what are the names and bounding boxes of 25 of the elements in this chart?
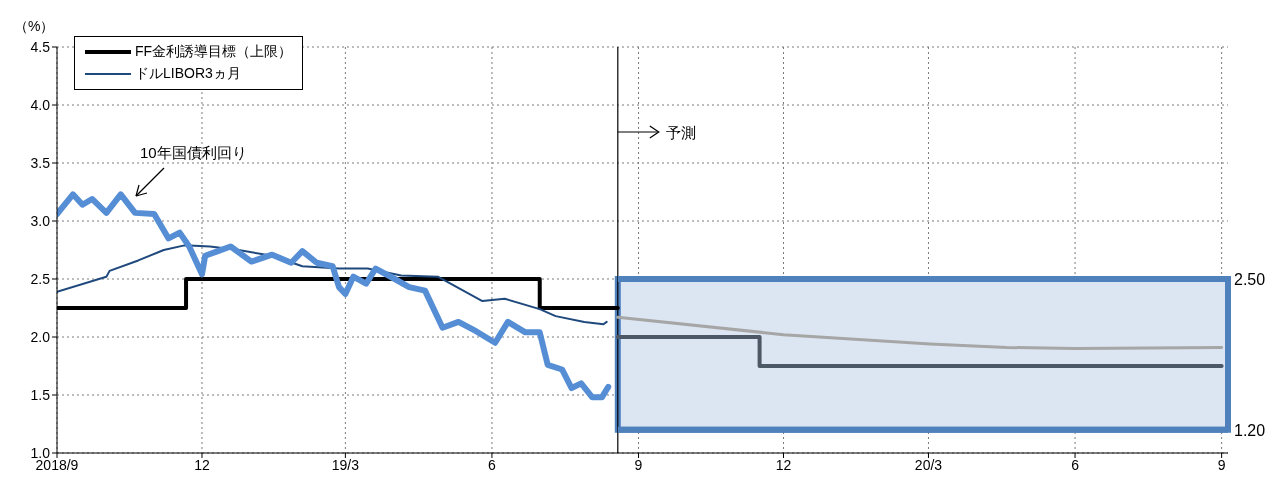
- ref-line-label: 予測: [665, 124, 696, 141]
- x-tick-label: 9: [1217, 456, 1226, 473]
- legend-label: FF金利誘導目標（上限）: [135, 43, 293, 61]
- y-tick-label: 4.0: [30, 96, 51, 113]
- x-tick-label: 19/3: [331, 456, 360, 473]
- y-axis-title: （%）: [14, 18, 55, 36]
- y-tick-label: 1.0: [30, 444, 51, 461]
- y-tick-label: 1.5: [30, 386, 51, 403]
- y-tick-label: 3.0: [30, 212, 51, 229]
- x-tick-label: 12: [194, 456, 210, 473]
- x-tick-label: 12: [775, 456, 792, 473]
- y-tick-label: 2.0: [30, 328, 51, 345]
- ref-line-label: 1.20: [1234, 421, 1266, 439]
- x-tick-label: 20/3: [914, 456, 943, 473]
- x-tick-label: 6: [488, 456, 497, 473]
- line-series: [57, 244, 608, 326]
- y-tick-label: 2.5: [30, 270, 51, 287]
- x-tick-label: 9: [634, 456, 643, 473]
- y-tick-label: 4.5: [30, 38, 51, 55]
- y-tick-label: 3.5: [30, 154, 51, 171]
- legend-label: ドルLIBOR3ヵ月: [135, 65, 241, 83]
- annotation: 10年国債利回り: [140, 144, 247, 161]
- line-series: [616, 315, 1224, 351]
- ref-line-label: 2.50: [1234, 271, 1266, 288]
- x-tick-label: 6: [1071, 456, 1080, 473]
